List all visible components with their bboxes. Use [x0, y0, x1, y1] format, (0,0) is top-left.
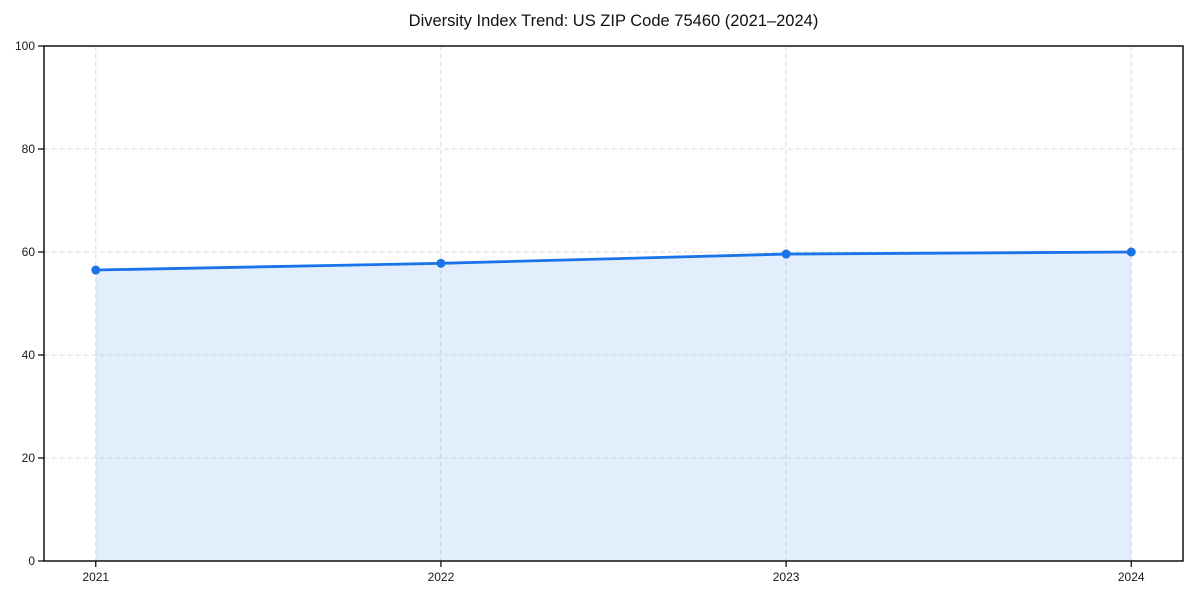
trend-line [94, 250, 1133, 272]
y-axis-tick-label: 80 [22, 142, 36, 156]
y-axis-tick-label: 100 [15, 39, 35, 53]
y-axis-tick-label: 60 [22, 245, 36, 259]
data-point-2024 [1126, 247, 1136, 257]
data-point-2023 [781, 249, 791, 259]
x-axis-tick-label: 2024 [1118, 570, 1145, 584]
data-point-2021 [91, 265, 101, 275]
x-axis-tick-label: 2022 [428, 570, 455, 584]
y-axis-tick-label: 20 [22, 451, 36, 465]
y-axis-tick-label: 0 [28, 554, 35, 568]
data-point-2022 [436, 258, 446, 268]
x-axis-tick-label: 2023 [773, 570, 800, 584]
y-axis-tick-label: 40 [22, 348, 36, 362]
plot-border [43, 45, 1184, 562]
x-axis-tick-label: 2021 [82, 570, 109, 584]
area-fill [95, 252, 1132, 561]
chart-title: Diversity Index Trend: US ZIP Code 75460… [408, 12, 819, 30]
